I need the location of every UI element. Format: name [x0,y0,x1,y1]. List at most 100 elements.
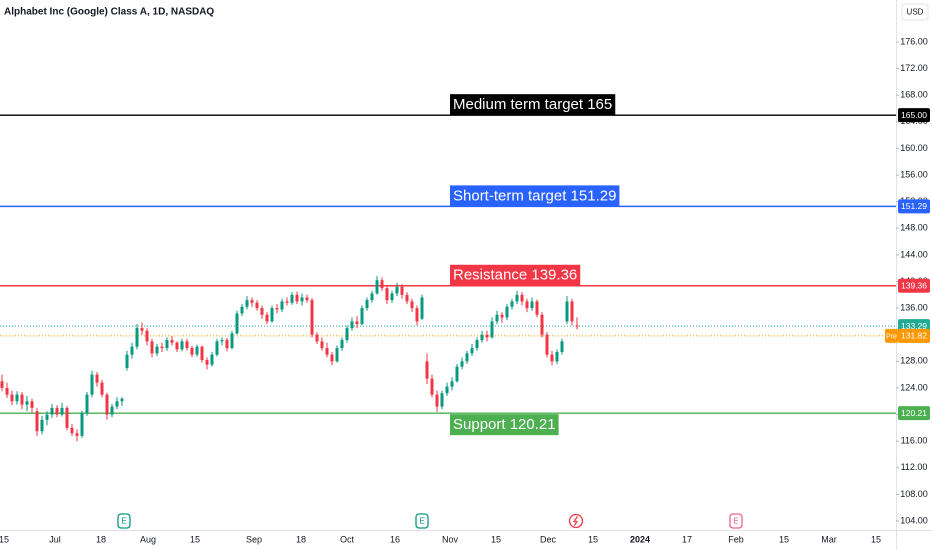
candle-body [360,308,364,325]
level-lines [0,114,896,414]
level-annotation: Short-term target 151.29 [450,185,620,207]
candle-body [215,341,219,355]
candle-body [80,413,84,436]
candle-body [435,394,439,407]
price-tag-label: 151.29 [901,201,927,211]
candle-body [320,341,324,349]
y-tick-label: 136.00 [900,302,928,312]
candle-body [175,342,179,350]
candle-body [550,354,554,362]
price-tag [898,108,930,123]
candle-body [255,302,259,309]
candle-body [325,348,329,355]
candle-body [510,301,514,307]
candle-body [540,314,544,335]
candle-body [210,354,214,365]
candle-body [290,294,294,303]
event-icon [117,513,131,529]
level-annotation: Medium term target 165 [450,94,616,116]
candle-body [5,387,9,395]
y-tick-label: 156.00 [900,169,928,179]
candle-body [480,334,484,341]
candle-body [195,346,199,355]
candle-body [205,360,209,365]
candle-body [230,333,234,349]
candle-body [270,308,274,322]
candle-body [240,306,244,314]
candle-body [460,361,464,367]
candle-body [565,301,569,322]
y-tick-label: 128.00 [900,356,928,366]
level-annotation: Support 120.21 [450,414,559,436]
x-tick-label: Nov [442,534,459,544]
candle-body [155,346,159,354]
x-tick-label: 17 [682,534,692,544]
candle-body [125,354,129,368]
x-tick-label: 16 [390,534,400,544]
x-tick-label: 18 [96,534,106,544]
y-tick-label: 104.00 [900,515,928,525]
candle-body [70,427,74,434]
x-tick-label: Oct [340,534,355,544]
candle-body [350,321,354,329]
price-tag [898,199,930,214]
candle-body [520,294,524,302]
level-label-box [450,185,620,207]
x-tick-label: 18 [296,534,306,544]
candle-body [500,314,504,318]
price-tag-label: 165.00 [901,110,927,120]
candle-body [235,313,239,334]
candle-body [415,308,419,322]
candle-body [45,414,49,420]
price-tag-label: 139.36 [901,281,927,291]
level-label: Medium term target 165 [453,96,612,113]
x-tick-label: 15 [491,534,501,544]
price-tag-label: 120.21 [901,408,927,418]
candle-body [390,293,394,301]
candle-body [515,294,519,302]
candle-body [430,378,434,395]
candle-body [160,346,164,349]
y-tick-label: 148.00 [900,223,928,233]
candle-body [200,346,204,361]
currency-label: USD [907,8,924,17]
currency-button[interactable] [901,3,929,21]
level-label: Resistance 139.36 [453,267,577,284]
candle-body [170,340,174,343]
candle-body [305,297,309,301]
candle-body [185,341,189,349]
x-tick-label: 15 [0,534,9,544]
candle-body [280,301,284,310]
candle-body [450,381,454,387]
candle-body [120,398,124,402]
x-tick-label: Aug [140,534,156,544]
event-label: E [121,517,126,526]
candle-body [20,394,24,405]
candle-body [410,301,414,309]
candle-body [190,348,194,355]
candle-body [275,308,279,310]
candle-body [220,340,224,342]
price-tag [898,406,930,421]
x-tick-label: 15 [190,534,200,544]
premarket-tag: Pre [886,333,897,340]
candle-body [495,314,499,322]
candle-body [25,401,29,405]
candle-body [455,366,459,382]
candle-body [545,334,549,355]
candle-body [315,334,319,342]
last-price-label: 133.29 [901,321,927,331]
candle-body [165,340,169,349]
y-tick-label: 124.00 [900,382,928,392]
candle-body [555,352,559,362]
candle-body [90,374,94,395]
candle-body [345,328,349,341]
candle-body [145,330,149,342]
y-tick-label: 112.00 [901,462,928,472]
candle-body [530,301,534,309]
level-label-box [450,414,559,436]
level-annotation: Resistance 139.36 [450,264,581,286]
candle-body [310,300,314,335]
level-label: Support 120.21 [453,416,556,433]
candle-body [15,394,19,402]
